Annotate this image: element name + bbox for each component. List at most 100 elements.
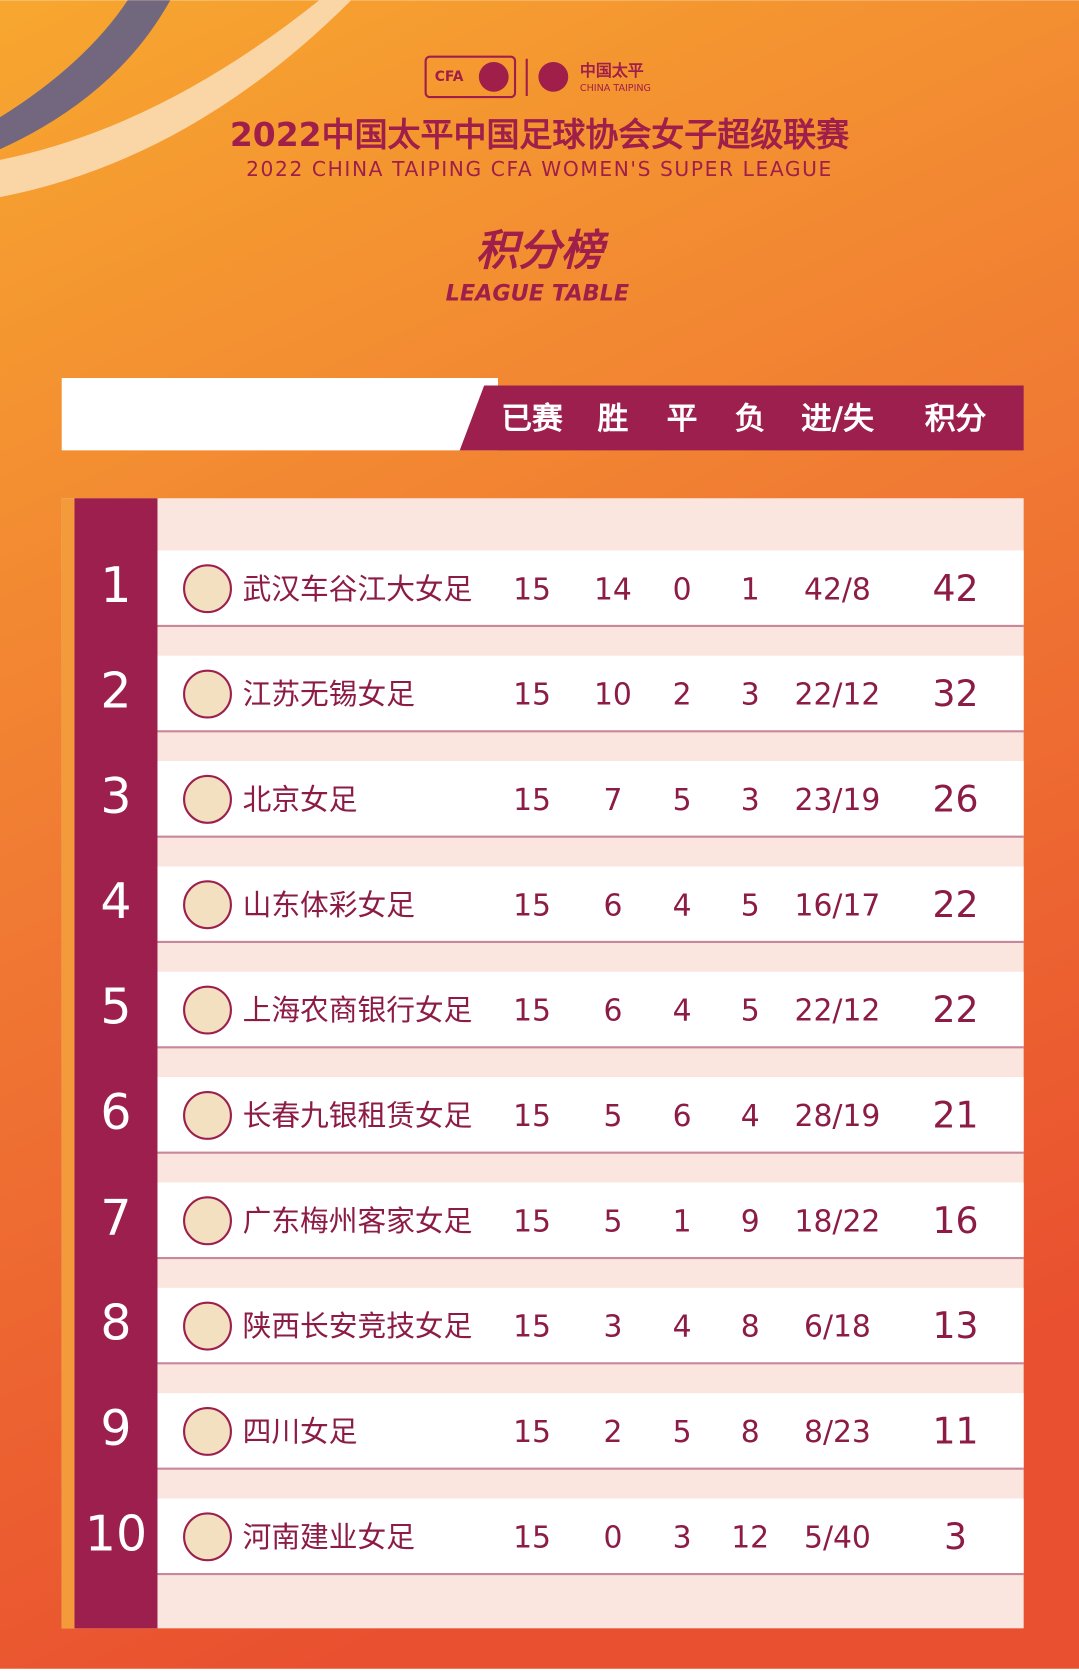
team-logo [183, 1301, 232, 1351]
row-band [157, 866, 1024, 941]
points: 26 [933, 778, 979, 821]
stat: 15 [513, 783, 551, 818]
team-logo [183, 1196, 232, 1246]
team-logo [183, 985, 232, 1035]
team-name: 上海农商银行女足 [243, 993, 473, 1027]
team-logo [183, 774, 232, 824]
cfa-logo [424, 55, 517, 99]
stat: 5 [603, 1099, 622, 1134]
decor-swoosh [0, 0, 352, 198]
stat: 22/12 [795, 678, 881, 713]
stat: 22/12 [795, 994, 881, 1029]
stat: 8/23 [804, 1415, 871, 1450]
rank: 3 [100, 768, 131, 825]
stat: 2 [673, 678, 692, 713]
stat: 23/19 [795, 783, 881, 818]
stat: 6/18 [804, 1310, 871, 1345]
title-en: 2022 CHINA TAIPING CFA WOMEN'S SUPER LEA… [246, 157, 833, 181]
row-band [157, 1077, 1024, 1152]
column-header: 负 [735, 401, 766, 437]
rank: 10 [85, 1505, 147, 1562]
row-band [157, 971, 1024, 1047]
team-name: 广东梅州客家女足 [243, 1204, 473, 1238]
team-name: 河南建业女足 [243, 1520, 415, 1554]
stat: 6 [673, 1099, 692, 1134]
rank: 7 [100, 1189, 131, 1246]
stat: 42/8 [804, 572, 871, 607]
stat: 14 [594, 572, 632, 607]
stat: 7 [603, 783, 622, 818]
stat: 8 [741, 1310, 760, 1345]
points: 11 [933, 1410, 979, 1453]
team-logo [183, 669, 232, 719]
team-name: 长春九银租赁女足 [243, 1099, 473, 1133]
stat: 9 [741, 1204, 760, 1239]
stat: 0 [673, 572, 692, 607]
stat: 5 [673, 783, 692, 818]
points: 32 [933, 672, 979, 715]
table-strip [61, 498, 75, 1629]
rank: 6 [100, 1084, 131, 1141]
stat: 6 [603, 888, 622, 923]
stat: 8 [741, 1415, 760, 1450]
logo-text: CHINA TAIPING [580, 83, 651, 94]
row-band [157, 550, 1024, 625]
team-logo [183, 1512, 232, 1562]
team-logo [183, 880, 232, 930]
rank: 1 [100, 557, 131, 614]
title-cn: 2022中国太平中国足球协会女子超级联赛 [230, 115, 850, 154]
stat: 4 [673, 888, 692, 923]
row-band [157, 655, 1024, 731]
team-logo [183, 1406, 232, 1456]
cfa-emblem [478, 61, 509, 92]
team-name: 武汉车谷江大女足 [243, 572, 473, 606]
row-band [157, 761, 1024, 836]
stat: 1 [741, 572, 760, 607]
column-header: 已赛 [501, 401, 563, 437]
stat: 3 [741, 783, 760, 818]
table-rows: 1 武汉车谷江大女足 15 14 0 1 42/8 422 江苏无锡女足 15 10 2 3 22/12 3… [85, 550, 1024, 1576]
stat: 4 [741, 1099, 760, 1134]
column-header: 平 [667, 401, 698, 437]
points: 42 [933, 567, 979, 610]
team-name: 山东体彩女足 [243, 888, 415, 922]
stat: 3 [603, 1310, 622, 1345]
stat: 3 [673, 1520, 692, 1555]
stat: 0 [603, 1520, 622, 1555]
stat: 15 [513, 1520, 551, 1555]
rank: 5 [100, 979, 131, 1036]
points: 21 [933, 1094, 979, 1137]
team-name: 四川女足 [243, 1415, 358, 1449]
taiping-emblem [538, 61, 569, 92]
team-name: 江苏无锡女足 [243, 677, 415, 711]
stat: 1 [673, 1204, 692, 1239]
stat: 4 [673, 1310, 692, 1345]
stat: 3 [741, 678, 760, 713]
points: 13 [933, 1304, 979, 1347]
stat: 15 [513, 1310, 551, 1345]
row-band [157, 1498, 1024, 1573]
team-name: 北京女足 [243, 783, 358, 817]
stat: 5 [741, 994, 760, 1029]
stat: 10 [594, 678, 632, 713]
rank: 8 [100, 1295, 131, 1352]
points: 22 [933, 988, 979, 1031]
column-header: 胜 [598, 401, 629, 437]
stat: 15 [513, 572, 551, 607]
subtitle-en: LEAGUE TABLE [446, 280, 630, 306]
rank: 2 [100, 663, 131, 720]
rank: 9 [100, 1400, 131, 1457]
header-white [61, 378, 498, 451]
column-header: 积分 [925, 401, 987, 437]
points: 16 [933, 1199, 979, 1242]
stat: 15 [513, 1099, 551, 1134]
stat: 5 [673, 1415, 692, 1450]
stat: 5 [741, 888, 760, 923]
rank: 4 [100, 873, 131, 930]
stat: 6 [603, 994, 622, 1029]
team-logo [183, 564, 232, 614]
stat: 15 [513, 888, 551, 923]
stat: 5/40 [804, 1520, 871, 1555]
